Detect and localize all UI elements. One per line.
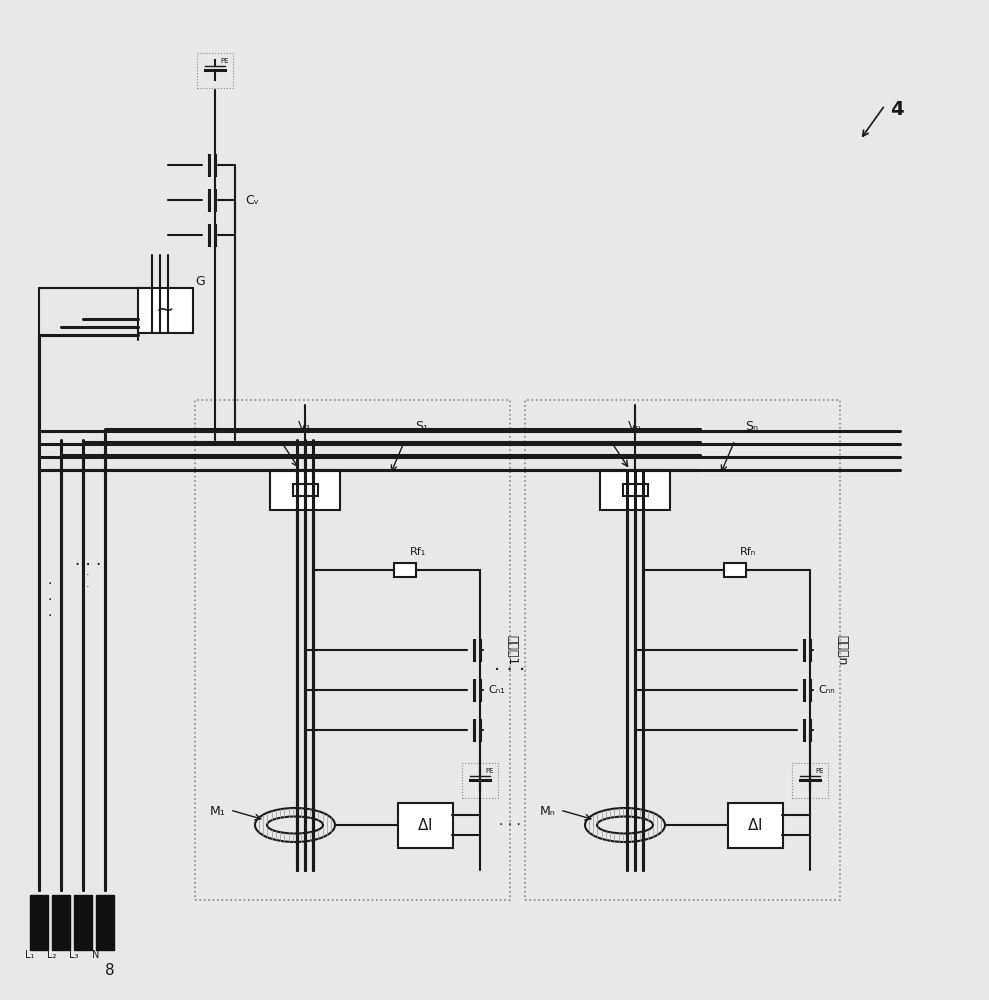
- Bar: [398, 802, 453, 848]
- Text: 子系统n: 子系统n: [835, 635, 848, 665]
- Text: L₃: L₃: [69, 950, 79, 960]
- Bar: [600, 470, 670, 510]
- Bar: [270, 470, 340, 510]
- Text: S₁: S₁: [415, 420, 428, 433]
- Text: Cₙₙ: Cₙₙ: [818, 685, 835, 695]
- Bar: [293, 484, 317, 496]
- Text: 4: 4: [890, 100, 904, 119]
- Text: M₁: M₁: [210, 805, 225, 818]
- Bar: [394, 563, 416, 577]
- Bar: [74, 895, 92, 950]
- Text: V₁: V₁: [299, 420, 312, 433]
- Text: · · ·: · · ·: [75, 556, 101, 574]
- Text: Mₙ: Mₙ: [540, 805, 556, 818]
- Text: 子系统1: 子系统1: [505, 635, 518, 665]
- Bar: [195, 400, 510, 900]
- Text: Sₙ: Sₙ: [745, 420, 758, 433]
- Ellipse shape: [267, 816, 323, 834]
- Text: ·
·
·: · · ·: [86, 559, 90, 592]
- Text: N: N: [92, 950, 100, 960]
- Text: · · ·: · · ·: [494, 660, 525, 680]
- Text: PE: PE: [815, 768, 824, 774]
- Text: L₂: L₂: [47, 950, 56, 960]
- Bar: [197, 53, 233, 88]
- Bar: [462, 763, 498, 798]
- Text: $\Delta$I: $\Delta$I: [748, 817, 763, 833]
- Text: 8: 8: [105, 963, 115, 978]
- Bar: [792, 763, 828, 798]
- Text: PE: PE: [485, 768, 494, 774]
- Bar: [622, 484, 648, 496]
- Bar: [728, 802, 782, 848]
- Bar: [96, 895, 114, 950]
- Text: L₁: L₁: [26, 950, 35, 960]
- Text: Vₙ: Vₙ: [628, 420, 642, 433]
- Bar: [137, 288, 193, 332]
- Text: Rf₁: Rf₁: [410, 547, 426, 557]
- Text: $\Delta$I: $\Delta$I: [417, 817, 433, 833]
- Bar: [52, 895, 70, 950]
- Text: PE: PE: [220, 58, 228, 64]
- Bar: [30, 895, 48, 950]
- Text: Rfₙ: Rfₙ: [740, 547, 757, 557]
- Text: ·
·
·: · · ·: [47, 577, 52, 623]
- Text: · · ·: · · ·: [499, 818, 521, 832]
- Text: Cₙ₁: Cₙ₁: [488, 685, 504, 695]
- Bar: [724, 563, 746, 577]
- Text: ~: ~: [155, 300, 174, 320]
- Bar: [525, 400, 840, 900]
- Ellipse shape: [597, 816, 653, 834]
- Text: Cᵥ: Cᵥ: [245, 194, 259, 207]
- Text: G: G: [195, 275, 205, 288]
